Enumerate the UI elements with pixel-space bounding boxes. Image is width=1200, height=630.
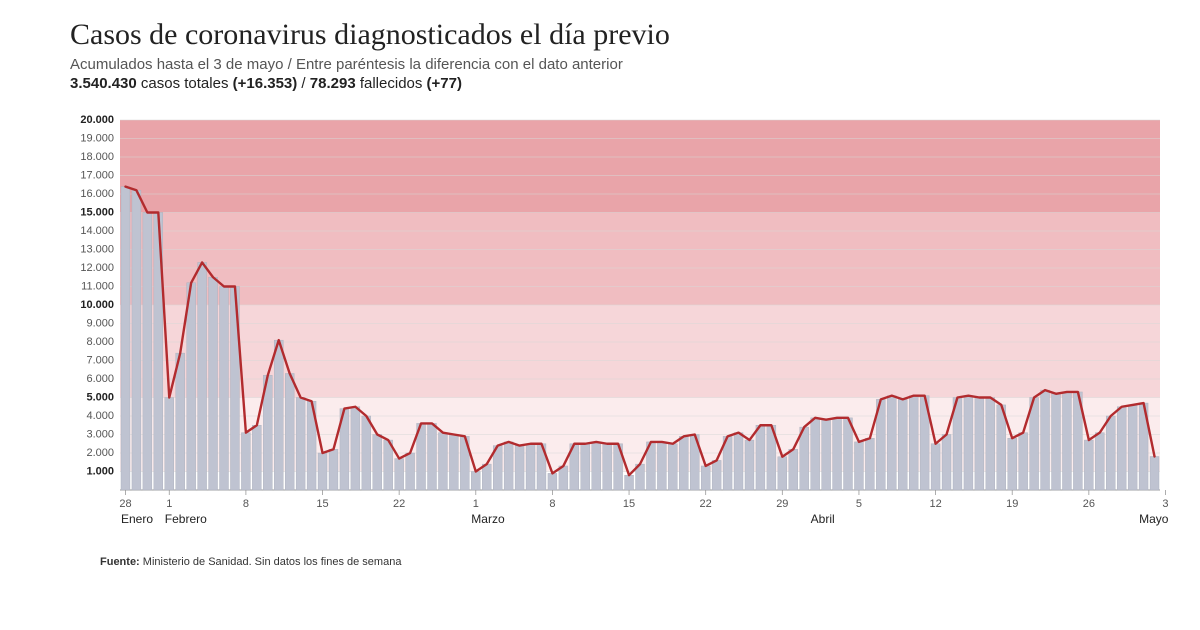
svg-text:6.000: 6.000 bbox=[86, 373, 114, 385]
svg-text:14.000: 14.000 bbox=[80, 225, 114, 237]
svg-text:3: 3 bbox=[1162, 498, 1168, 510]
svg-text:22: 22 bbox=[393, 498, 405, 510]
svg-text:15.000: 15.000 bbox=[80, 207, 114, 219]
svg-text:7.000: 7.000 bbox=[86, 355, 114, 367]
chart-title: Casos de coronavirus diagnosticados el d… bbox=[70, 18, 1170, 52]
svg-text:8: 8 bbox=[549, 498, 555, 510]
svg-text:5: 5 bbox=[856, 498, 862, 510]
svg-text:15: 15 bbox=[316, 498, 328, 510]
svg-text:20.000: 20.000 bbox=[80, 114, 114, 126]
chart-stats: 3.540.430 casos totales (+16.353) / 78.2… bbox=[70, 75, 1170, 92]
stats-deaths-delta: (+77) bbox=[427, 75, 462, 92]
svg-text:Abril: Abril bbox=[811, 512, 835, 526]
svg-text:9.000: 9.000 bbox=[86, 318, 114, 330]
svg-text:5.000: 5.000 bbox=[86, 392, 114, 404]
chart-svg: 1.000 2.000 3.000 4.000 5.000 6.000 7.000 8.000… bbox=[70, 110, 1170, 550]
svg-text:12.000: 12.000 bbox=[80, 262, 114, 274]
svg-text:29: 29 bbox=[776, 498, 788, 510]
svg-text:1: 1 bbox=[166, 498, 172, 510]
stats-total-number: 3.540.430 bbox=[70, 75, 137, 92]
svg-text:18.000: 18.000 bbox=[80, 151, 114, 163]
svg-text:3.000: 3.000 bbox=[86, 429, 114, 441]
svg-text:8: 8 bbox=[243, 498, 249, 510]
svg-text:2.000: 2.000 bbox=[86, 447, 114, 459]
svg-text:4.000: 4.000 bbox=[86, 410, 114, 422]
svg-text:15: 15 bbox=[623, 498, 635, 510]
chart-subtitle: Acumulados hasta el 3 de mayo / Entre pa… bbox=[70, 56, 1170, 73]
chart-header: Casos de coronavirus diagnosticados el d… bbox=[70, 18, 1170, 92]
svg-text:19.000: 19.000 bbox=[80, 133, 114, 145]
svg-text:Mayo: Mayo bbox=[1139, 512, 1169, 526]
svg-text:Febrero: Febrero bbox=[165, 512, 207, 526]
svg-text:16.000: 16.000 bbox=[80, 188, 114, 200]
svg-text:1.000: 1.000 bbox=[86, 466, 114, 478]
chart-area: 1.000 2.000 3.000 4.000 5.000 6.000 7.000 8.000… bbox=[70, 110, 1170, 550]
svg-text:26: 26 bbox=[1083, 498, 1095, 510]
svg-text:12: 12 bbox=[929, 498, 941, 510]
svg-text:28: 28 bbox=[119, 498, 131, 510]
svg-text:10.000: 10.000 bbox=[80, 299, 114, 311]
svg-text:19: 19 bbox=[1006, 498, 1018, 510]
svg-text:8.000: 8.000 bbox=[86, 336, 114, 348]
svg-text:22: 22 bbox=[700, 498, 712, 510]
svg-text:13.000: 13.000 bbox=[80, 244, 114, 256]
svg-text:1: 1 bbox=[473, 498, 479, 510]
svg-text:11.000: 11.000 bbox=[81, 281, 114, 293]
stats-deaths-number: 78.293 bbox=[310, 75, 356, 92]
chart-source: Fuente: Ministerio de Sanidad. Sin datos… bbox=[70, 556, 1170, 568]
svg-text:Enero: Enero bbox=[121, 512, 153, 526]
svg-text:Marzo: Marzo bbox=[471, 512, 505, 526]
svg-text:17.000: 17.000 bbox=[80, 170, 114, 182]
stats-total-delta: (+16.353) bbox=[233, 75, 298, 92]
